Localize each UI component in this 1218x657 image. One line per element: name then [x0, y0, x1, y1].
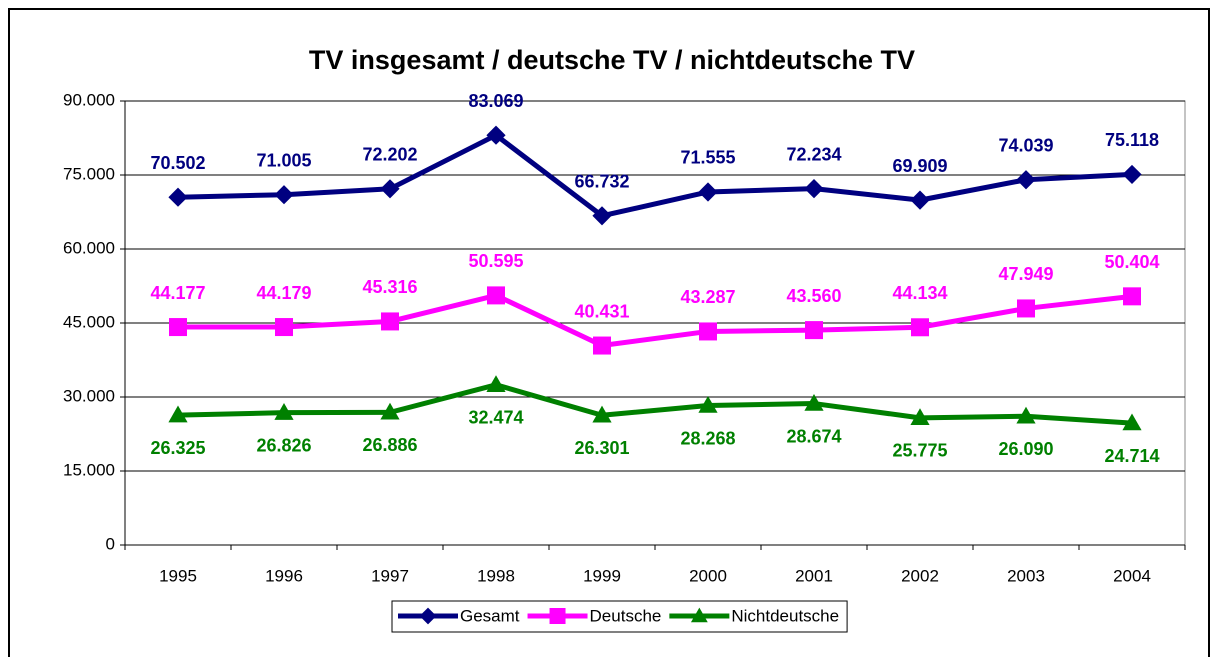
legend-label: Gesamt — [460, 606, 520, 625]
value-label: 26.886 — [362, 435, 417, 455]
point-marker — [486, 375, 506, 392]
x-tick-label: 1996 — [265, 566, 303, 585]
point-marker — [699, 322, 717, 341]
point-marker — [910, 408, 930, 426]
point-marker — [486, 125, 506, 145]
x-tick-label: 1995 — [159, 566, 197, 585]
x-tick-label: 2002 — [901, 566, 939, 585]
value-label: 50.404 — [1104, 252, 1159, 272]
point-marker — [487, 286, 505, 305]
x-tick-label: 2003 — [1007, 566, 1045, 585]
value-label: 71.555 — [680, 148, 735, 168]
point-marker — [1016, 170, 1036, 190]
value-label: 25.775 — [892, 441, 947, 461]
point-marker — [381, 312, 399, 331]
x-tick-label: 2001 — [795, 566, 833, 585]
legend-marker — [549, 608, 566, 624]
value-label: 43.560 — [786, 286, 841, 306]
point-marker — [592, 206, 612, 226]
point-marker — [380, 402, 400, 420]
point-marker — [168, 405, 188, 423]
value-label: 47.949 — [998, 264, 1053, 284]
point-marker — [1017, 299, 1035, 318]
value-label: 32.474 — [468, 408, 523, 428]
point-marker — [380, 179, 400, 199]
y-tick-label: 60.000 — [63, 238, 115, 257]
value-label: 28.674 — [786, 426, 841, 446]
value-label: 71.005 — [256, 150, 311, 170]
value-label: 69.909 — [892, 156, 947, 176]
value-label: 74.039 — [998, 135, 1053, 155]
y-tick-label: 45.000 — [63, 312, 115, 331]
x-tick-label: 1997 — [371, 566, 409, 585]
value-label: 26.301 — [574, 438, 629, 458]
value-label: 45.316 — [362, 277, 417, 297]
y-tick-label: 90.000 — [63, 90, 115, 109]
chart-title: TV insgesamt / deutsche TV / nichtdeutsc… — [309, 45, 915, 75]
value-label: 72.234 — [786, 144, 841, 164]
point-marker — [911, 318, 929, 337]
series-line — [177, 292, 1133, 349]
legend-label: Nichtdeutsche — [731, 606, 839, 625]
value-label: 43.287 — [680, 287, 735, 307]
value-label: 83.069 — [468, 91, 523, 111]
point-marker — [910, 190, 930, 210]
value-label: 24.714 — [1104, 446, 1159, 466]
point-marker — [592, 405, 612, 423]
point-marker — [169, 318, 187, 337]
point-marker — [168, 187, 188, 207]
value-label: 26.090 — [998, 439, 1053, 459]
legend-marker — [419, 607, 437, 625]
point-marker — [1122, 164, 1142, 185]
x-tick-label: 2004 — [1113, 566, 1151, 585]
value-label: 44.177 — [150, 283, 205, 303]
y-tick-label: 15.000 — [63, 460, 115, 479]
value-label: 70.502 — [150, 153, 205, 173]
point-marker — [698, 395, 718, 413]
value-label: 26.325 — [150, 438, 205, 458]
value-label: 44.134 — [892, 283, 947, 303]
legend-marker — [690, 607, 708, 623]
value-label: 26.826 — [256, 435, 311, 455]
y-tick-label: 0 — [106, 534, 115, 553]
series-line — [177, 132, 1133, 219]
point-marker — [275, 318, 293, 337]
x-tick-label: 1998 — [477, 566, 515, 585]
y-tick-label: 75.000 — [63, 164, 115, 183]
value-label: 66.732 — [574, 172, 629, 192]
value-label: 72.202 — [362, 145, 417, 165]
point-marker — [274, 185, 294, 205]
value-label: 75.118 — [1105, 130, 1159, 150]
value-label: 28.268 — [680, 428, 735, 448]
legend-label: Deutsche — [590, 606, 662, 625]
point-marker — [1122, 413, 1142, 431]
value-label: 50.595 — [468, 251, 523, 271]
point-marker — [274, 403, 294, 420]
value-label: 40.431 — [574, 301, 629, 321]
point-marker — [1123, 287, 1141, 306]
point-marker — [698, 182, 718, 202]
legend-box — [391, 600, 848, 633]
y-tick-label: 30.000 — [63, 386, 115, 405]
point-marker — [1016, 406, 1036, 424]
value-label: 44.179 — [256, 283, 311, 303]
point-marker — [593, 336, 611, 355]
point-marker — [804, 179, 824, 199]
x-tick-label: 1999 — [583, 566, 621, 585]
point-marker — [805, 321, 823, 340]
series-line — [177, 382, 1133, 426]
x-tick-label: 2000 — [689, 566, 727, 585]
point-marker — [804, 393, 824, 411]
